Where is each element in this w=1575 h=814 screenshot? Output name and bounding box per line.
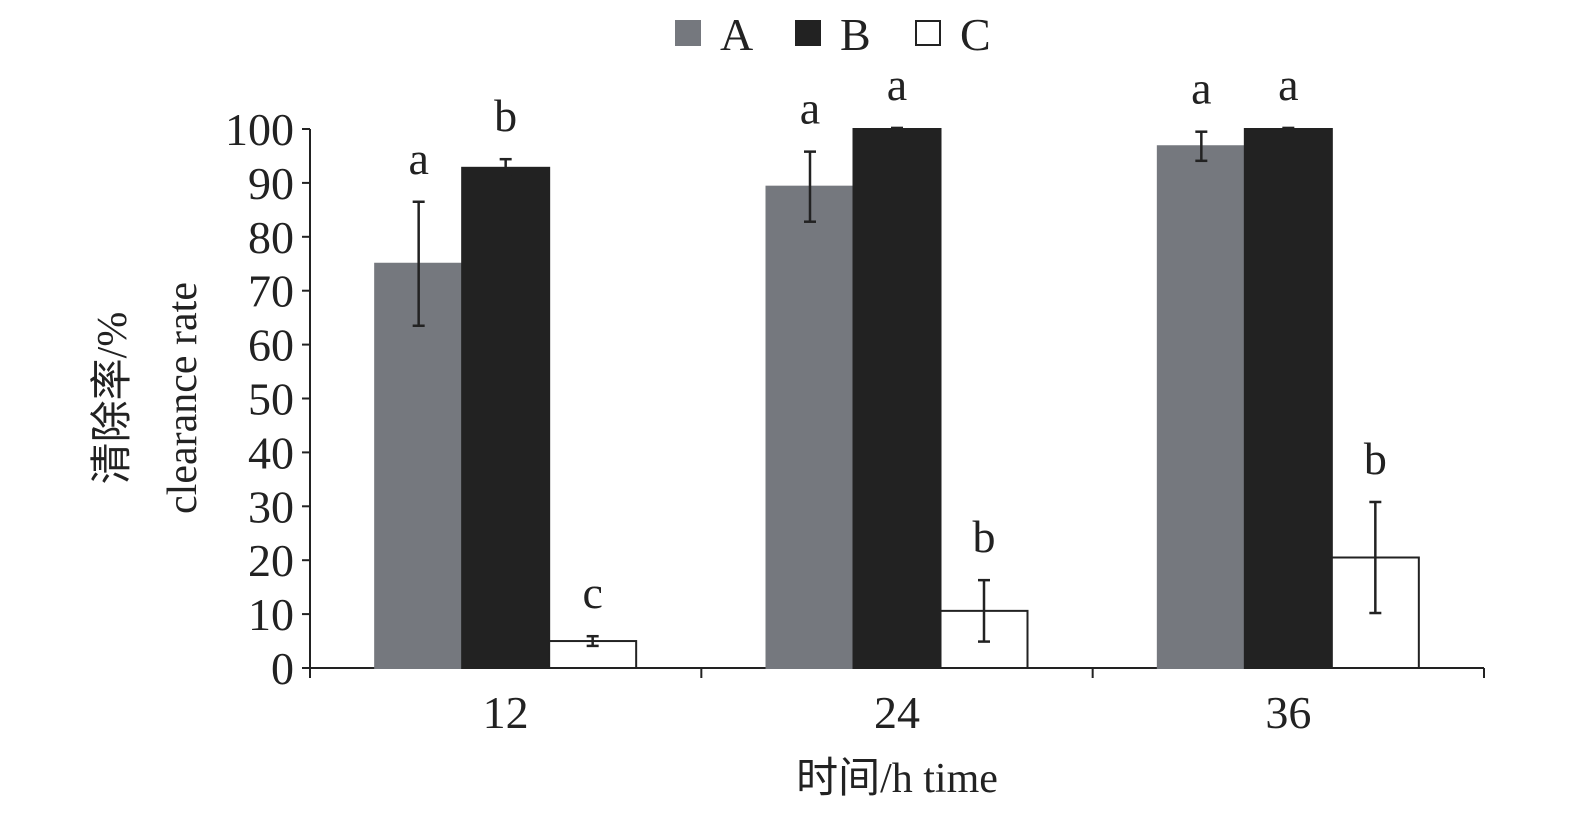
- bar-A-24: [765, 185, 855, 669]
- error-bar-B-24: [891, 126, 903, 132]
- significance-letter: a: [408, 133, 428, 184]
- legend-swatch: [915, 20, 941, 46]
- x-axis-label: 时间/h time: [796, 756, 998, 802]
- legend-swatch: [675, 20, 701, 46]
- error-bar-C-24: [978, 578, 990, 643]
- error-bar-C-12: [586, 634, 599, 648]
- legend-item-C: C: [915, 9, 991, 60]
- bar-C-12: [548, 640, 638, 669]
- error-bars: [412, 126, 1382, 648]
- y-tick-label: 80: [248, 212, 294, 263]
- y-tick-label: 100: [225, 104, 294, 155]
- significance-letter: a: [1191, 63, 1211, 114]
- x-tick-label: 36: [1265, 687, 1311, 738]
- y-axis-label-english: clearance rate: [160, 282, 206, 514]
- x-axis: 12 24 36: [309, 667, 1485, 738]
- x-tick-label: 12: [483, 687, 529, 738]
- bar-B-36: [1243, 128, 1333, 669]
- legend: A B C: [675, 9, 991, 60]
- bar-A-12: [374, 262, 464, 669]
- bar-A-36: [1156, 145, 1246, 670]
- legend-label: C: [960, 9, 991, 60]
- error-bar-A-12: [412, 200, 425, 327]
- significance-letter: a: [800, 83, 820, 134]
- significance-letter: c: [582, 567, 602, 618]
- y-tick-label: 10: [248, 589, 294, 640]
- legend-swatch: [795, 20, 821, 46]
- bars: [374, 128, 1420, 670]
- significance-letter: a: [1278, 59, 1298, 110]
- y-tick-label: 20: [248, 535, 294, 586]
- y-tick-label: 60: [248, 320, 294, 371]
- significance-letter: b: [1364, 433, 1387, 484]
- y-tick-label: 0: [271, 643, 294, 694]
- bar-B-12: [461, 166, 551, 669]
- significance-letter: a: [887, 59, 907, 110]
- y-tick-label: 30: [248, 481, 294, 532]
- significance-letters: a b c a a b a a b: [408, 59, 1386, 618]
- significance-letter: b: [973, 511, 996, 562]
- error-bar-B-36: [1282, 126, 1295, 132]
- significance-letter: b: [494, 90, 517, 141]
- error-bar-A-36: [1195, 130, 1208, 163]
- legend-label: A: [720, 9, 753, 60]
- legend-item-B: B: [795, 9, 871, 60]
- y-tick-label: 70: [248, 266, 294, 317]
- error-bar-C-36: [1369, 500, 1382, 615]
- y-tick-label: 50: [248, 374, 294, 425]
- error-bar-A-24: [804, 150, 816, 223]
- legend-item-A: A: [675, 9, 753, 60]
- error-bar-B-12: [499, 157, 512, 178]
- y-axis-label-chinese: 清除率/%: [89, 312, 136, 485]
- legend-label: B: [840, 9, 871, 60]
- bar-B-24: [852, 128, 942, 669]
- x-tick-label: 24: [874, 687, 920, 738]
- y-tick-label: 40: [248, 427, 294, 478]
- y-tick-label: 90: [248, 158, 294, 209]
